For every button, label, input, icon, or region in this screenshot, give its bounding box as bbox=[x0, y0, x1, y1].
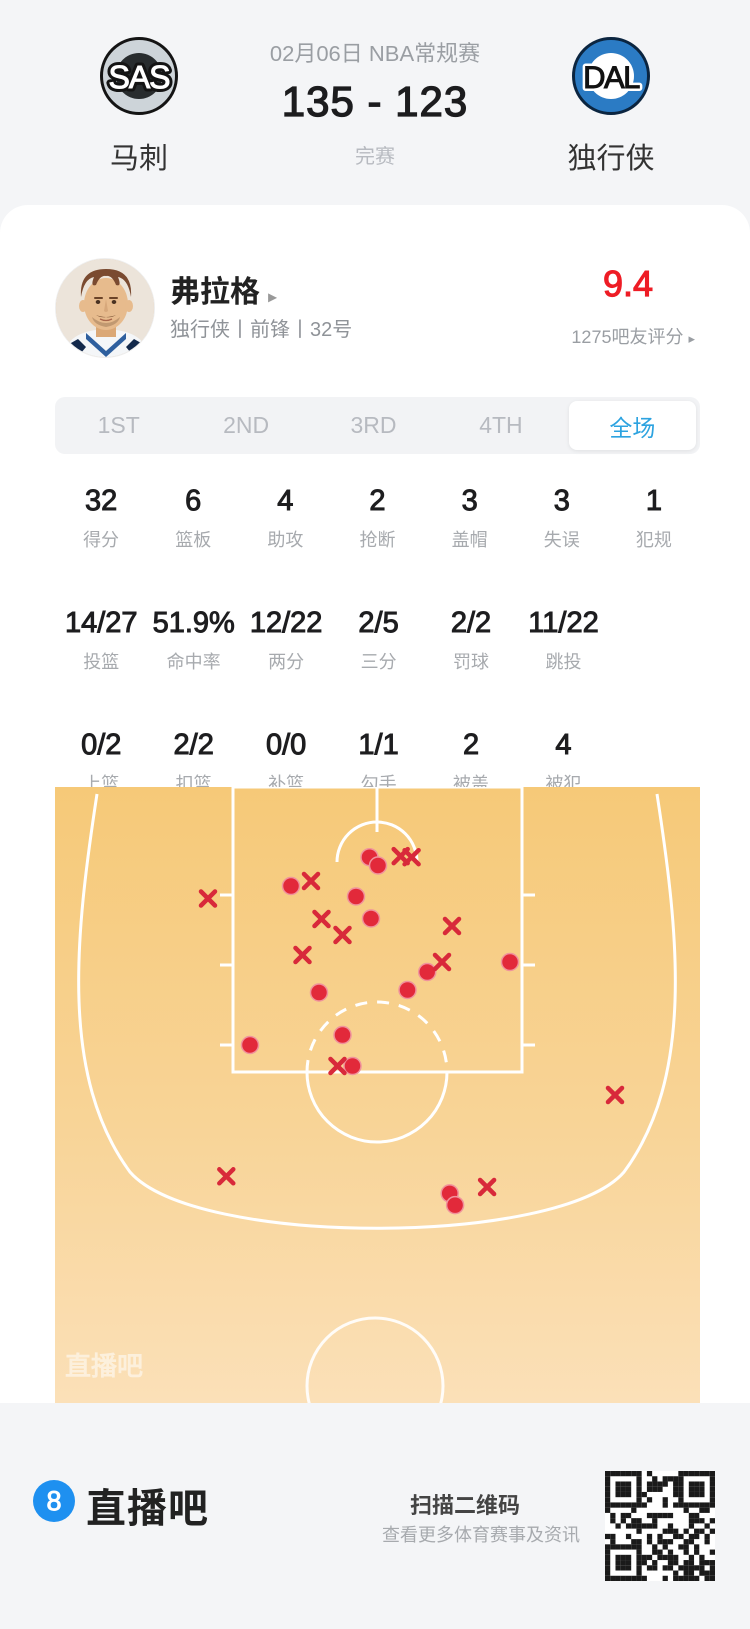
svg-text:DAL: DAL bbox=[583, 60, 640, 95]
svg-text:直播吧: 直播吧 bbox=[65, 1351, 143, 1381]
svg-text:SAS: SAS bbox=[108, 59, 170, 95]
